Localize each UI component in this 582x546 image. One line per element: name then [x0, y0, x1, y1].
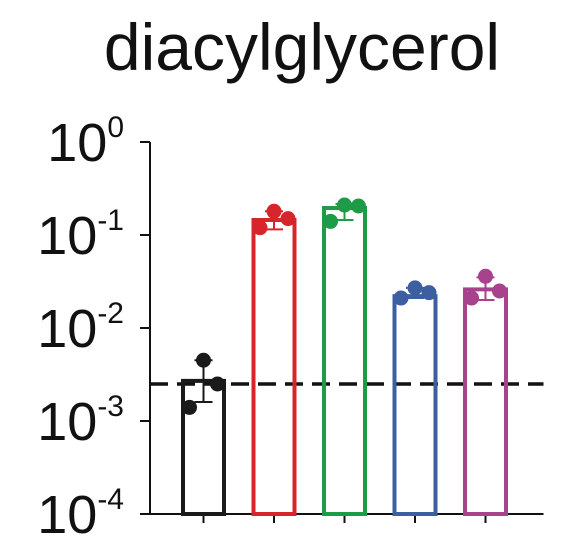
data-point [492, 283, 507, 299]
y-tick-base: 10 [37, 485, 97, 545]
bar-group [181, 352, 226, 517]
data-point [323, 213, 338, 229]
bar-group [463, 268, 508, 516]
y-tick-exponent: -1 [97, 204, 124, 237]
data-point [337, 197, 352, 213]
bar [463, 287, 508, 516]
y-tick-exponent: -2 [97, 297, 124, 330]
y-tick-label: 100 [47, 111, 124, 173]
bar [251, 217, 297, 517]
y-tick-exponent: 0 [107, 111, 124, 144]
data-point [196, 352, 211, 368]
y-tick-base: 10 [37, 392, 97, 452]
data-point [393, 290, 409, 306]
data-point [407, 280, 423, 296]
chart-title: diacylglycerol [104, 10, 500, 84]
data-point [280, 211, 296, 227]
bar [322, 206, 367, 516]
bar [392, 294, 438, 516]
data-point [351, 198, 366, 214]
bars-layer [181, 197, 508, 517]
data-point [478, 268, 493, 284]
y-tick-exponent: -4 [97, 483, 124, 516]
y-tick-label: 10-4 [37, 483, 124, 545]
data-point [210, 376, 225, 392]
y-tick-label: 10-3 [37, 390, 124, 452]
data-point [464, 290, 479, 306]
y-tick-base: 10 [47, 113, 107, 173]
data-point [421, 285, 437, 301]
data-point [182, 399, 197, 415]
y-tick-label: 10-2 [37, 297, 124, 359]
y-tick-base: 10 [37, 206, 97, 266]
data-point [252, 220, 268, 236]
y-tick-base: 10 [37, 299, 97, 359]
y-tick-exponent: -3 [97, 390, 124, 423]
bar-group [322, 197, 367, 516]
data-point [266, 203, 282, 219]
bar-group [251, 203, 297, 517]
y-tick-label: 10-1 [37, 204, 124, 266]
bar-group [392, 280, 438, 516]
